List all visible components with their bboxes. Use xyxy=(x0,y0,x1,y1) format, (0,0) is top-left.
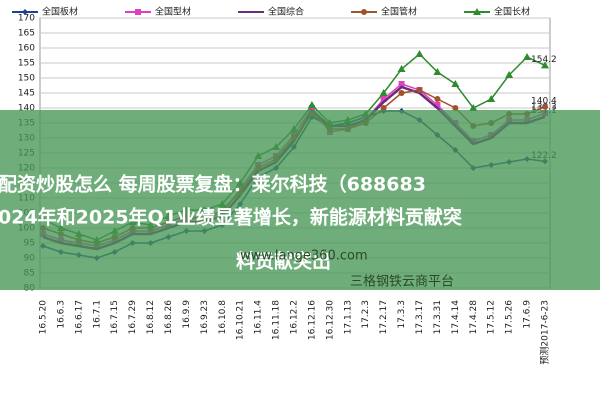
legend-label: 全国板材 xyxy=(42,6,78,18)
x-tick-label: 16.10.8 xyxy=(218,300,228,335)
marker xyxy=(505,71,514,78)
x-tick-label: 16.8.12 xyxy=(146,300,156,334)
x-tick-label: 16.7.1 xyxy=(92,300,102,329)
marker xyxy=(380,105,387,111)
marker xyxy=(397,65,406,72)
marker xyxy=(542,103,548,110)
x-tick-label: 17.1.13 xyxy=(343,300,353,334)
marker xyxy=(135,9,141,15)
legend-label: 全国管材 xyxy=(381,6,417,18)
marker xyxy=(379,89,388,96)
watermark: www.lange360.com xyxy=(240,249,368,264)
x-tick-label: 16.12.2 xyxy=(290,300,300,334)
marker xyxy=(416,87,423,93)
legend-label: 全国型材 xyxy=(155,6,191,18)
x-tick-label: 16.7.29 xyxy=(128,300,138,335)
x-tick-label: 16.8.26 xyxy=(164,300,174,335)
x-tick-label: 16.6.3 xyxy=(56,300,66,329)
x-tick-label: 17.3.31 xyxy=(433,300,443,334)
end-label: 140.4 xyxy=(531,96,557,106)
x-tick-label: 16.12.30 xyxy=(325,300,335,340)
x-tick-label: 17.5.12 xyxy=(487,300,497,334)
marker xyxy=(541,61,549,69)
headline: 料贡献突出 xyxy=(236,250,331,273)
x-tick-label: 16.9.9 xyxy=(182,300,192,329)
x-tick-label: 16.7.15 xyxy=(110,300,120,334)
marker xyxy=(473,8,481,15)
headline: 配资炒股怎么 每周股票复盘：莱尔科技（688683 xyxy=(0,173,426,196)
x-tick-label: 17.2.3 xyxy=(361,300,371,329)
y-tick-label: 140 xyxy=(18,104,35,114)
y-tick-label: 155 xyxy=(18,59,35,69)
y-tick-label: 150 xyxy=(18,74,35,84)
marker xyxy=(434,96,441,102)
y-tick-label: 160 xyxy=(18,44,35,54)
y-tick-label: 145 xyxy=(18,89,35,99)
marker xyxy=(398,90,405,96)
legend-label: 全国长材 xyxy=(494,6,530,18)
marker xyxy=(487,95,496,102)
x-tick-label: 16.11.4 xyxy=(254,300,264,335)
marker xyxy=(361,9,367,15)
x-tick-label: 16.11.18 xyxy=(272,300,282,340)
x-tick-label: 17.2.17 xyxy=(379,300,389,334)
marker xyxy=(380,96,387,102)
overlay-band xyxy=(0,110,600,290)
x-tick-label: 16.9.23 xyxy=(200,300,210,334)
legend-label: 全国综合 xyxy=(268,6,304,18)
marker xyxy=(433,68,442,75)
x-tick-label: 17.6.9 xyxy=(523,300,533,329)
x-tick-label: 17.3.3 xyxy=(397,300,407,329)
marker xyxy=(523,53,532,60)
x-tick-label: 16.6.17 xyxy=(74,300,84,334)
end-label: 154.2 xyxy=(531,55,557,65)
marker xyxy=(434,102,441,108)
x-tick-label: 17.4.28 xyxy=(469,300,479,335)
x-tick-label: 17.4.14 xyxy=(451,300,461,335)
headline: 024年和2025年Q1业绩显著增长，新能源材料贡献突 xyxy=(0,206,462,229)
y-tick-label: 165 xyxy=(18,29,35,39)
x-tick-label: 16.5.20 xyxy=(39,300,49,335)
marker xyxy=(22,9,28,15)
marker xyxy=(452,105,459,111)
marker xyxy=(469,104,478,111)
marker xyxy=(415,50,424,57)
x-tick-label: 17.3.17 xyxy=(415,300,425,334)
marker xyxy=(451,80,460,87)
x-tick-label: 16.10.21 xyxy=(236,300,246,340)
watermark: 三格钢铁云商平台 xyxy=(350,274,454,290)
marker xyxy=(307,101,316,108)
marker xyxy=(398,81,405,87)
y-tick-label: 170 xyxy=(18,14,35,24)
x-tick-label: 17.5.26 xyxy=(505,300,515,335)
x-tick-label: 16.12.16 xyxy=(307,300,317,340)
x-tick-label: 预测2017-6-23 xyxy=(540,300,551,365)
